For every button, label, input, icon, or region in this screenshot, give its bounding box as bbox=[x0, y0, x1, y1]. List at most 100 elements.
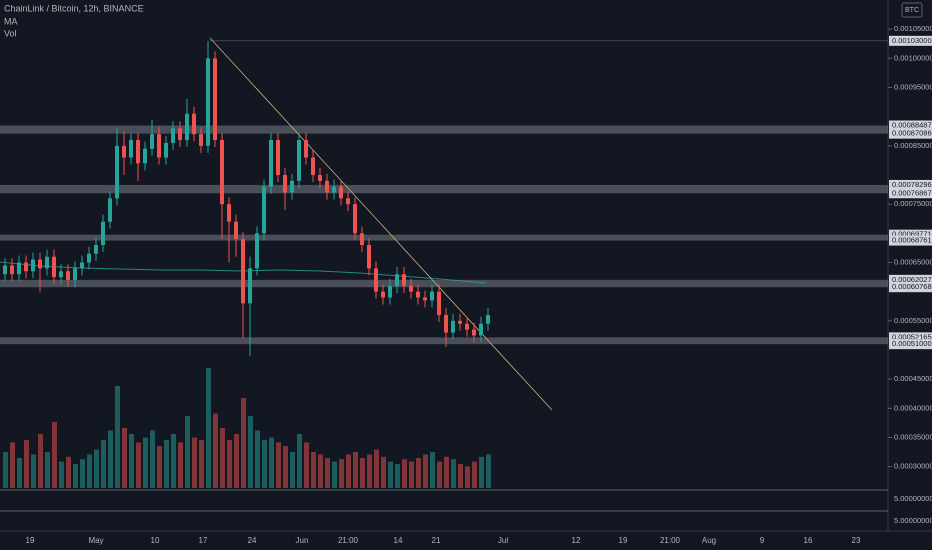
volume-bar bbox=[115, 386, 120, 488]
candle-body bbox=[136, 140, 140, 164]
candle-body bbox=[269, 140, 273, 187]
volume-bar bbox=[297, 434, 302, 488]
price-tick-label: 0.00065000 bbox=[894, 257, 932, 266]
volume-bar bbox=[17, 458, 22, 488]
candle-body bbox=[479, 323, 483, 336]
volume-bar bbox=[409, 461, 414, 488]
level-label: 0.00069771 bbox=[892, 230, 932, 239]
volume-bar bbox=[171, 434, 176, 488]
volume-bar bbox=[31, 454, 36, 488]
candle-body bbox=[192, 113, 196, 135]
candle-body bbox=[346, 198, 350, 205]
time-tick-label: 21 bbox=[432, 536, 441, 545]
candle-body bbox=[472, 329, 476, 336]
pane-scale-label: 5.00000000 bbox=[894, 494, 932, 503]
volume-bar bbox=[346, 454, 351, 488]
volume-bar bbox=[332, 461, 337, 488]
candle-body bbox=[241, 239, 245, 304]
candle-body bbox=[52, 256, 56, 278]
candle-body bbox=[10, 265, 14, 275]
candle-body bbox=[129, 140, 133, 158]
candle-body bbox=[283, 175, 287, 193]
candle-body bbox=[234, 221, 238, 240]
candle-body bbox=[220, 140, 224, 205]
volume-bar bbox=[269, 437, 274, 488]
price-tick-label: 0.00095000 bbox=[894, 82, 932, 91]
indicator-ma[interactable]: MA bbox=[4, 16, 18, 26]
volume-bar bbox=[458, 464, 463, 488]
price-tick-label: 0.00100000 bbox=[894, 53, 932, 62]
volume-bar bbox=[416, 458, 421, 488]
volume-bar bbox=[164, 440, 169, 488]
candle-body bbox=[486, 315, 490, 324]
volume-bar bbox=[402, 459, 407, 488]
currency-label: BTC bbox=[905, 7, 919, 14]
candle-body bbox=[360, 233, 364, 245]
volume-bar bbox=[227, 440, 232, 488]
candle-body bbox=[24, 262, 28, 272]
volume-bar bbox=[283, 446, 288, 488]
price-tick-label: 0.00045000 bbox=[894, 374, 932, 383]
level-label: 0.00103000 bbox=[892, 36, 932, 45]
volume-bar bbox=[437, 461, 442, 488]
volume-bar bbox=[248, 416, 253, 488]
volume-bar bbox=[339, 459, 344, 488]
candle-body bbox=[402, 274, 406, 286]
volume-bar bbox=[66, 456, 71, 488]
candle-body bbox=[255, 233, 259, 269]
volume-bar bbox=[241, 398, 246, 488]
volume-bar bbox=[276, 442, 281, 488]
volume-bar bbox=[262, 440, 267, 488]
candle-body bbox=[276, 140, 280, 175]
currency-badge[interactable] bbox=[901, 2, 923, 18]
candle-body bbox=[108, 198, 112, 222]
candle-body bbox=[171, 128, 175, 143]
volume-bar bbox=[255, 430, 260, 488]
level-band bbox=[0, 337, 888, 345]
candle-body bbox=[206, 58, 210, 146]
volume-bar bbox=[129, 434, 134, 488]
time-tick-label: 21:00 bbox=[660, 536, 681, 545]
pane-scale-label: 5.00000000 bbox=[894, 516, 932, 525]
indicator-vol[interactable]: Vol bbox=[4, 28, 17, 38]
time-tick-label: 21:00 bbox=[338, 536, 359, 545]
time-tick-label: May bbox=[88, 536, 103, 545]
volume-bar bbox=[290, 452, 295, 488]
candle-body bbox=[318, 175, 322, 181]
time-tick-label: Jun bbox=[296, 536, 309, 545]
candle-body bbox=[339, 186, 343, 199]
level-label: 0.00078296 bbox=[892, 180, 932, 189]
candle-body bbox=[325, 180, 329, 193]
volume-bar bbox=[52, 422, 57, 488]
candle-body bbox=[367, 245, 371, 269]
candle-body bbox=[185, 113, 189, 140]
volume-bar bbox=[10, 442, 15, 488]
candle-body bbox=[227, 204, 231, 222]
level-label-box bbox=[889, 235, 932, 246]
level-label-box bbox=[889, 332, 932, 343]
candle-body bbox=[157, 134, 161, 158]
candle-body bbox=[101, 221, 105, 245]
volume-bar bbox=[304, 442, 309, 488]
volume-bar bbox=[59, 461, 64, 488]
candle-body bbox=[66, 271, 70, 280]
candle-body bbox=[164, 142, 168, 158]
trend-line[interactable] bbox=[209, 37, 553, 411]
candle-body bbox=[262, 186, 266, 234]
candle-body bbox=[451, 320, 455, 333]
candle-body bbox=[213, 58, 217, 141]
level-band bbox=[0, 184, 888, 194]
candle-body bbox=[122, 145, 126, 158]
time-tick-label: 12 bbox=[572, 536, 581, 545]
candle-body bbox=[430, 291, 434, 301]
volume-bar bbox=[381, 456, 386, 488]
candle-body bbox=[94, 245, 98, 254]
level-label-box bbox=[889, 120, 932, 131]
volume-bar bbox=[94, 449, 99, 488]
candle-body bbox=[115, 145, 119, 199]
volume-bar bbox=[444, 456, 449, 488]
price-tick-label: 0.00030000 bbox=[894, 462, 932, 471]
candle-body bbox=[304, 140, 308, 158]
volume-bar bbox=[143, 437, 148, 488]
